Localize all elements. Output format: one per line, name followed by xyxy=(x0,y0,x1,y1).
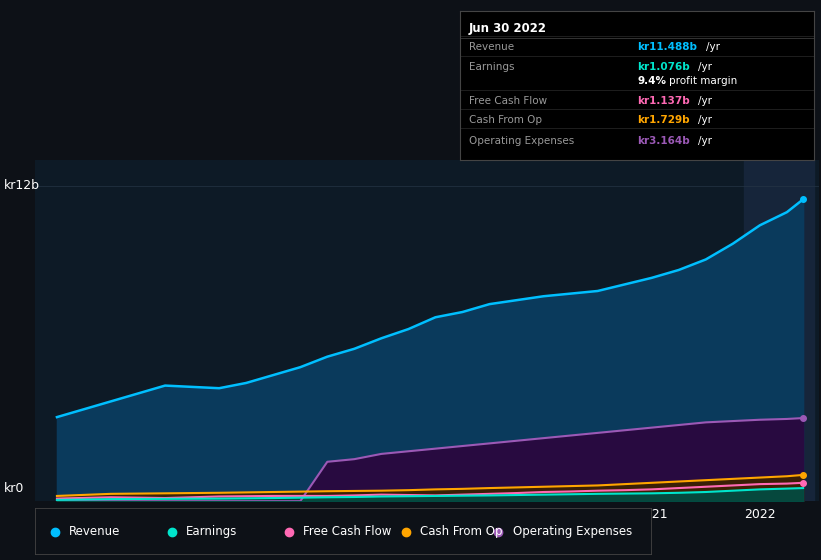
Text: /yr: /yr xyxy=(698,136,712,146)
Text: 9.4%: 9.4% xyxy=(637,77,666,86)
Text: Earnings: Earnings xyxy=(186,525,237,538)
Text: /yr: /yr xyxy=(698,62,712,72)
Text: kr0: kr0 xyxy=(4,482,25,494)
Text: kr3.164b: kr3.164b xyxy=(637,136,690,146)
Text: Revenue: Revenue xyxy=(469,43,514,53)
Bar xyxy=(744,160,814,501)
Text: /yr: /yr xyxy=(698,115,712,125)
Text: Cash From Op: Cash From Op xyxy=(420,525,502,538)
Text: kr1.137b: kr1.137b xyxy=(637,96,690,106)
Text: /yr: /yr xyxy=(698,96,712,106)
Text: Operating Expenses: Operating Expenses xyxy=(469,136,574,146)
Text: /yr: /yr xyxy=(705,43,719,53)
Text: Revenue: Revenue xyxy=(69,525,121,538)
Text: kr1.076b: kr1.076b xyxy=(637,62,690,72)
Text: Cash From Op: Cash From Op xyxy=(469,115,542,125)
Text: kr12b: kr12b xyxy=(4,179,40,193)
Text: Operating Expenses: Operating Expenses xyxy=(512,525,631,538)
Text: kr11.488b: kr11.488b xyxy=(637,43,697,53)
Text: Earnings: Earnings xyxy=(469,62,514,72)
Text: Free Cash Flow: Free Cash Flow xyxy=(469,96,547,106)
Text: profit margin: profit margin xyxy=(668,77,736,86)
Text: Jun 30 2022: Jun 30 2022 xyxy=(469,22,547,35)
Text: kr1.729b: kr1.729b xyxy=(637,115,690,125)
Text: Free Cash Flow: Free Cash Flow xyxy=(303,525,392,538)
